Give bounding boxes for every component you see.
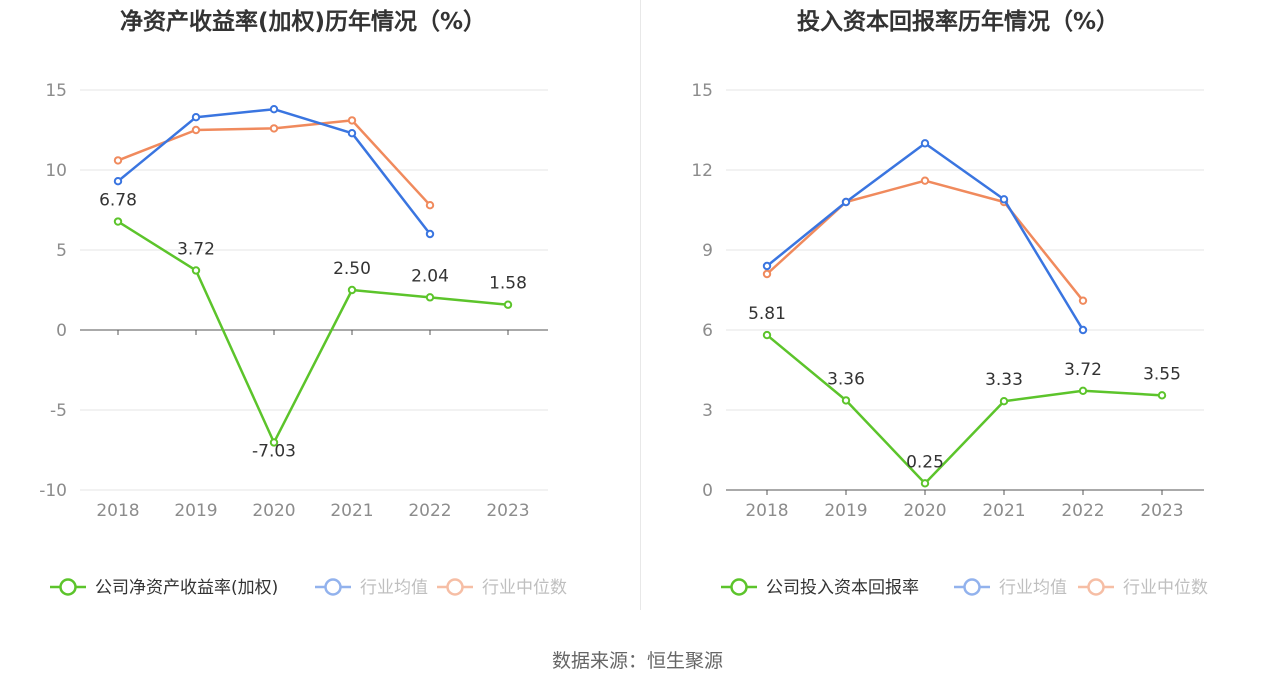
company-data-point: [113, 217, 123, 226]
x-tick-label: 2022: [408, 501, 451, 521]
x-tick-label: 2022: [1061, 501, 1104, 521]
median-data-point: [113, 156, 123, 165]
avg-data-point: [762, 261, 772, 271]
company-data-point: [191, 266, 201, 275]
y-tick-label: 5: [56, 241, 67, 261]
data-label: 1.58: [489, 274, 527, 294]
avg-data-point: [425, 229, 435, 239]
legend-item-median: 行业中位数: [437, 578, 567, 598]
data-label: 6.78: [99, 191, 137, 211]
median-data-point: [191, 125, 201, 135]
data-source-note: 数据来源：恒生聚源: [551, 650, 723, 672]
median-data-point: [762, 269, 772, 279]
data-label: 5.81: [748, 304, 786, 324]
legend-label: 行业中位数: [1123, 578, 1208, 598]
avg-series-line: [766, 142, 1085, 331]
y-tick-label: -10: [39, 481, 67, 501]
company-data-point: [269, 438, 279, 447]
legend-label: 行业均值: [360, 578, 428, 598]
company-data-point: [1078, 386, 1088, 395]
x-tick-label: 2023: [1140, 501, 1183, 521]
median-series-line: [766, 179, 1084, 302]
company-data-point: [1157, 391, 1167, 400]
median-series-line: [117, 119, 431, 207]
avg-data-point: [113, 177, 123, 186]
x-tick-label: 2021: [330, 501, 373, 521]
data-label: 3.72: [177, 239, 215, 259]
legend-marker: [730, 578, 748, 596]
legend-label: 行业中位数: [482, 578, 567, 598]
roic-line-chart: 投入资本回报率历年情况（%） 0 3 6 9 12 15 2018 2019 2020 2021 20…: [691, 8, 1208, 598]
y-tick-label: 0: [702, 481, 713, 501]
avg-data-point: [920, 139, 930, 148]
avg-data-point: [191, 113, 201, 122]
roe-line-chart: 净资产收益率(加权)历年情况（%） -10 -5 0 5 10 15 2018 2019 2020…: [39, 8, 567, 598]
company-data-point: [762, 330, 772, 340]
x-tick-label: 2019: [824, 501, 867, 521]
data-label: 3.72: [1064, 360, 1102, 380]
legend-marker: [1087, 578, 1105, 596]
y-tick-label: 10: [45, 161, 67, 181]
legend-item-median: 行业中位数: [1078, 578, 1208, 598]
legend-marker: [963, 578, 981, 596]
company-data-point: [347, 285, 357, 295]
x-tick-label: 2018: [745, 501, 788, 521]
legend-item-avg: 行业均值: [954, 578, 1067, 598]
chart-title: 净资产收益率(加权)历年情况（%）: [120, 8, 486, 35]
median-data-point: [269, 124, 279, 133]
y-tick-label: 3: [702, 401, 713, 421]
company-data-point: [920, 479, 930, 488]
avg-data-point: [999, 195, 1009, 204]
y-tick-label: 15: [691, 81, 713, 101]
y-tick-label: -5: [50, 401, 67, 421]
y-tick-label: 9: [702, 241, 713, 261]
data-label: 2.50: [333, 259, 371, 279]
legend-item-company: 公司净资产收益率(加权): [50, 578, 278, 598]
y-tick-label: 0: [56, 321, 67, 341]
legend-marker: [324, 578, 342, 596]
data-label: -7.03: [252, 441, 296, 461]
x-tick-label: 2020: [903, 501, 946, 521]
panel-divider: [640, 0, 641, 610]
avg-data-point: [1078, 325, 1088, 335]
legend-marker: [446, 578, 464, 596]
y-tick-label: 15: [45, 81, 67, 101]
company-series-line: [766, 334, 1163, 485]
x-tick-label: 2023: [486, 501, 529, 521]
avg-data-point: [269, 105, 279, 114]
company-series-line: [117, 220, 509, 444]
x-tick-label: 2018: [96, 501, 139, 521]
data-label: 3.33: [985, 370, 1023, 390]
company-data-point: [503, 300, 513, 309]
x-tick-label: 2020: [252, 501, 295, 521]
y-tick-label: 6: [702, 321, 713, 341]
data-label: 0.25: [906, 452, 944, 472]
legend-marker: [59, 578, 77, 596]
company-data-point: [425, 293, 435, 302]
legend-item-avg: 行业均值: [315, 578, 428, 598]
data-label: 3.36: [827, 369, 865, 389]
avg-data-point: [841, 197, 851, 207]
roic-chart-panel: 投入资本回报率历年情况（%） 0 3 6 9 12 15 2018 2019 2020 2021 20…: [641, 0, 1275, 610]
legend-label: 行业均值: [999, 578, 1067, 598]
roe-chart-panel: 净资产收益率(加权)历年情况（%） -10 -5 0 5 10 15 2018 2019 2020…: [0, 0, 640, 610]
company-data-point: [841, 396, 851, 405]
avg-data-point: [347, 129, 357, 138]
legend-label: 公司投入资本回报率: [766, 578, 919, 598]
data-label: 2.04: [411, 266, 449, 286]
legend-label: 公司净资产收益率(加权): [95, 578, 278, 598]
median-data-point: [920, 176, 930, 185]
company-data-point: [999, 397, 1009, 406]
median-data-point: [425, 201, 435, 210]
x-tick-label: 2021: [982, 501, 1025, 521]
median-data-point: [347, 116, 357, 125]
median-data-point: [1078, 296, 1088, 305]
chart-title: 投入资本回报率历年情况（%）: [797, 8, 1119, 35]
y-tick-label: 12: [691, 161, 713, 181]
x-tick-label: 2019: [174, 501, 217, 521]
data-label: 3.55: [1143, 364, 1181, 384]
legend-item-company: 公司投入资本回报率: [721, 578, 919, 598]
